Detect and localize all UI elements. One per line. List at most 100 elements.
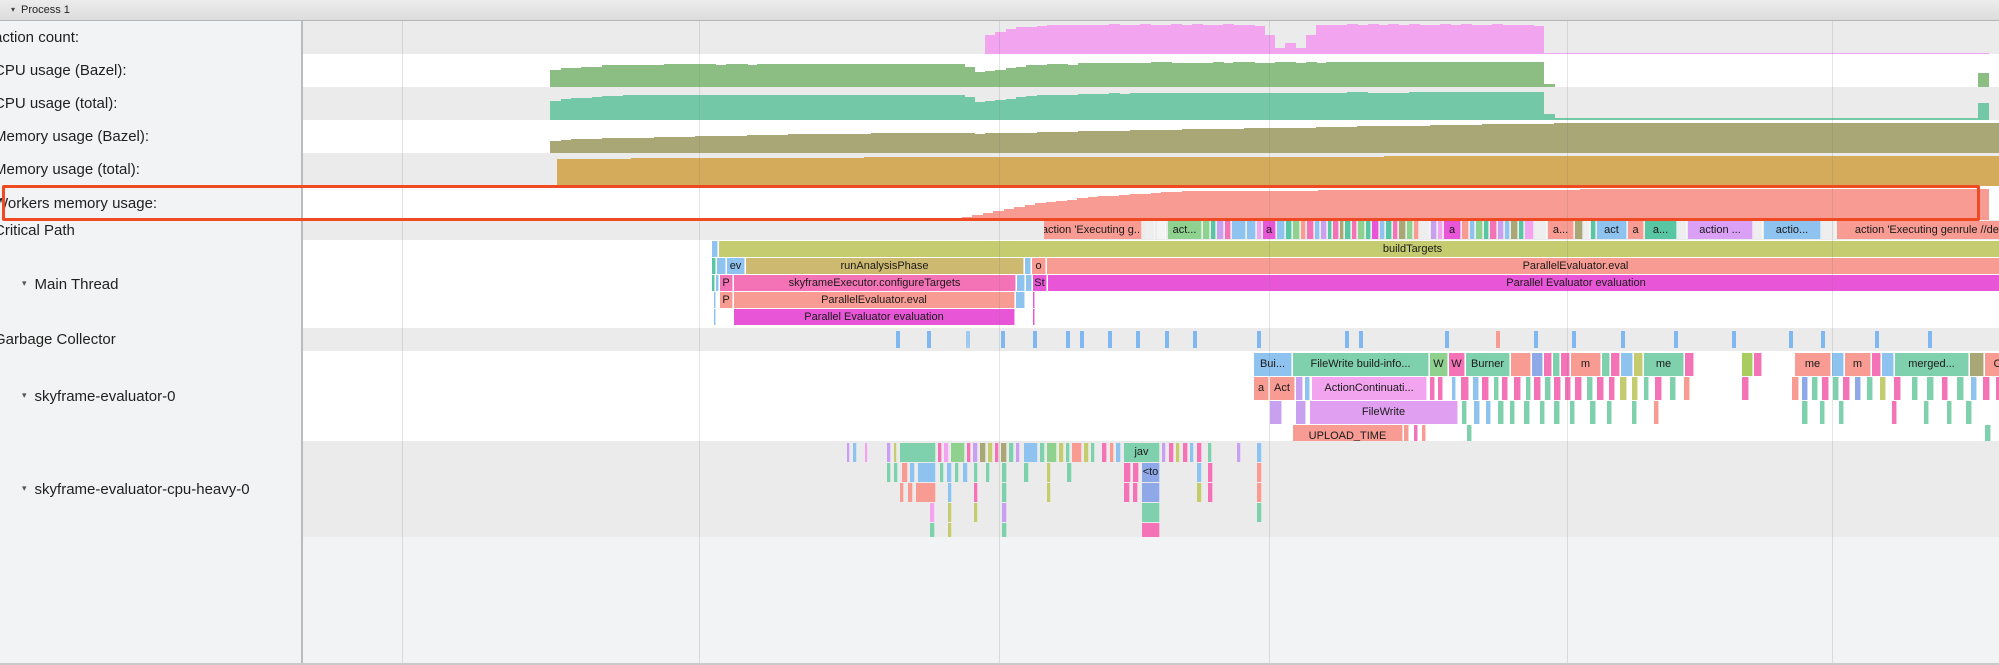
track-row[interactable]: ▾ Main Thread buildTargets ev runAnalysisPha…: [0, 240, 1999, 328]
trace-slice[interactable]: [1225, 221, 1231, 239]
trace-slice[interactable]: [973, 443, 978, 462]
trace-slice[interactable]: W: [1430, 353, 1448, 376]
trace-slice[interactable]: [1307, 221, 1314, 239]
trace-slice[interactable]: [1422, 425, 1426, 441]
track-label-9[interactable]: ▾ skyframe-evaluator-0: [22, 351, 175, 441]
trace-slice[interactable]: [1534, 377, 1541, 400]
trace-slice[interactable]: [1882, 353, 1894, 376]
trace-slice[interactable]: [1183, 443, 1188, 462]
gc-tick[interactable]: [1572, 331, 1576, 348]
trace-slice[interactable]: [1621, 353, 1633, 376]
trace-slice[interactable]: [1822, 377, 1829, 400]
trace-slice[interactable]: [1208, 483, 1213, 502]
track-canvas[interactable]: [302, 328, 1999, 351]
trace-slice[interactable]: [1025, 258, 1031, 274]
trace-slice[interactable]: action ...: [1688, 221, 1753, 239]
trace-slice[interactable]: [1678, 221, 1687, 239]
trace-slice[interactable]: <to: [1142, 463, 1160, 482]
trace-slice[interactable]: [1532, 353, 1543, 376]
trace-slice[interactable]: [1971, 377, 1977, 400]
trace-slice[interactable]: [714, 292, 716, 308]
trace-slice[interactable]: [1554, 377, 1561, 400]
trace-slice[interactable]: [1966, 401, 1972, 424]
trace-slice[interactable]: jav: [1124, 443, 1160, 462]
trace-slice[interactable]: [712, 275, 715, 291]
trace-slice[interactable]: [1957, 377, 1964, 400]
gc-tick[interactable]: [1875, 331, 1879, 348]
trace-slice[interactable]: [1812, 377, 1818, 400]
track-canvas[interactable]: buildTargets ev runAnalysisPhase o ParallelE…: [302, 240, 1999, 328]
trace-slice[interactable]: [1208, 463, 1213, 482]
trace-slice[interactable]: [1880, 377, 1886, 400]
trace-slice[interactable]: P: [720, 292, 733, 308]
trace-slice[interactable]: [1142, 523, 1160, 537]
trace-slice[interactable]: [974, 503, 978, 522]
trace-slice[interactable]: St: [1033, 275, 1047, 291]
trace-slice[interactable]: action 'Executing g...: [1044, 221, 1142, 239]
track-canvas[interactable]: [302, 186, 1999, 220]
trace-slice[interactable]: [1609, 377, 1615, 400]
trace-slice[interactable]: [1742, 353, 1753, 376]
trace-slice[interactable]: [1511, 353, 1531, 376]
trace-slice[interactable]: [712, 241, 718, 257]
trace-slice[interactable]: [1545, 377, 1551, 400]
trace-slice[interactable]: [938, 443, 942, 462]
trace-slice[interactable]: [1587, 377, 1593, 400]
trace-slice[interactable]: [1142, 483, 1160, 502]
trace-slice[interactable]: [1414, 425, 1418, 441]
trace-slice[interactable]: [1584, 221, 1590, 239]
gc-tick[interactable]: [1928, 331, 1932, 348]
trace-slice[interactable]: [1033, 292, 1035, 308]
gc-tick[interactable]: [1033, 331, 1037, 348]
trace-slice[interactable]: [716, 275, 719, 291]
trace-slice[interactable]: [1066, 443, 1070, 462]
trace-slice[interactable]: [1511, 221, 1518, 239]
trace-slice[interactable]: [1927, 377, 1934, 400]
chevron-down-icon[interactable]: ▾: [11, 5, 16, 14]
trace-slice[interactable]: [865, 443, 868, 462]
trace-slice[interactable]: [1942, 377, 1948, 400]
trace-slice[interactable]: W: [1449, 353, 1465, 376]
trace-slice[interactable]: [1540, 401, 1545, 424]
trace-slice[interactable]: [1983, 377, 1990, 400]
trace-slice[interactable]: [1498, 401, 1504, 424]
trace-slice[interactable]: P: [720, 275, 733, 291]
trace-slice[interactable]: [1473, 377, 1479, 400]
trace-slice[interactable]: a: [1444, 221, 1461, 239]
trace-slice[interactable]: [1430, 377, 1435, 400]
gc-tick[interactable]: [1108, 331, 1112, 348]
trace-slice[interactable]: [1286, 221, 1292, 239]
trace-slice[interactable]: [995, 443, 999, 462]
trace-slice[interactable]: [1366, 221, 1371, 239]
trace-slice[interactable]: Bui...: [1254, 353, 1292, 376]
gc-tick[interactable]: [1001, 331, 1005, 348]
trace-slice[interactable]: [1301, 221, 1306, 239]
track-canvas[interactable]: [302, 54, 1999, 87]
trace-slice[interactable]: [1634, 353, 1643, 376]
trace-slice[interactable]: [1116, 443, 1121, 462]
track-canvas[interactable]: [302, 87, 1999, 120]
trace-slice[interactable]: buildTargets: [719, 241, 1999, 257]
trace-slice[interactable]: [908, 483, 913, 502]
trace-slice[interactable]: [1470, 221, 1475, 239]
trace-slice[interactable]: [947, 463, 952, 482]
trace-slice[interactable]: [1203, 221, 1210, 239]
trace-slice[interactable]: [1197, 483, 1202, 502]
trace-slice[interactable]: [887, 463, 891, 482]
trace-slice[interactable]: [1305, 377, 1310, 400]
trace-slice[interactable]: [1802, 401, 1808, 424]
trace-slice[interactable]: [1016, 292, 1025, 308]
trace-slice[interactable]: actio...: [1764, 221, 1821, 239]
trace-slice[interactable]: [1462, 401, 1467, 424]
gc-tick[interactable]: [1821, 331, 1825, 348]
trace-slice[interactable]: [1102, 443, 1107, 462]
trace-slice[interactable]: [1839, 401, 1844, 424]
gc-tick[interactable]: [1066, 331, 1070, 348]
trace-slice[interactable]: [1142, 503, 1160, 522]
trace-slice[interactable]: [986, 463, 990, 482]
gc-tick[interactable]: [1732, 331, 1736, 348]
trace-slice[interactable]: [847, 443, 850, 462]
trace-slice[interactable]: FileWrite build-info...: [1293, 353, 1429, 376]
track-row[interactable]: Garbage Collector: [0, 328, 1999, 351]
trace-slice[interactable]: [1620, 377, 1627, 400]
